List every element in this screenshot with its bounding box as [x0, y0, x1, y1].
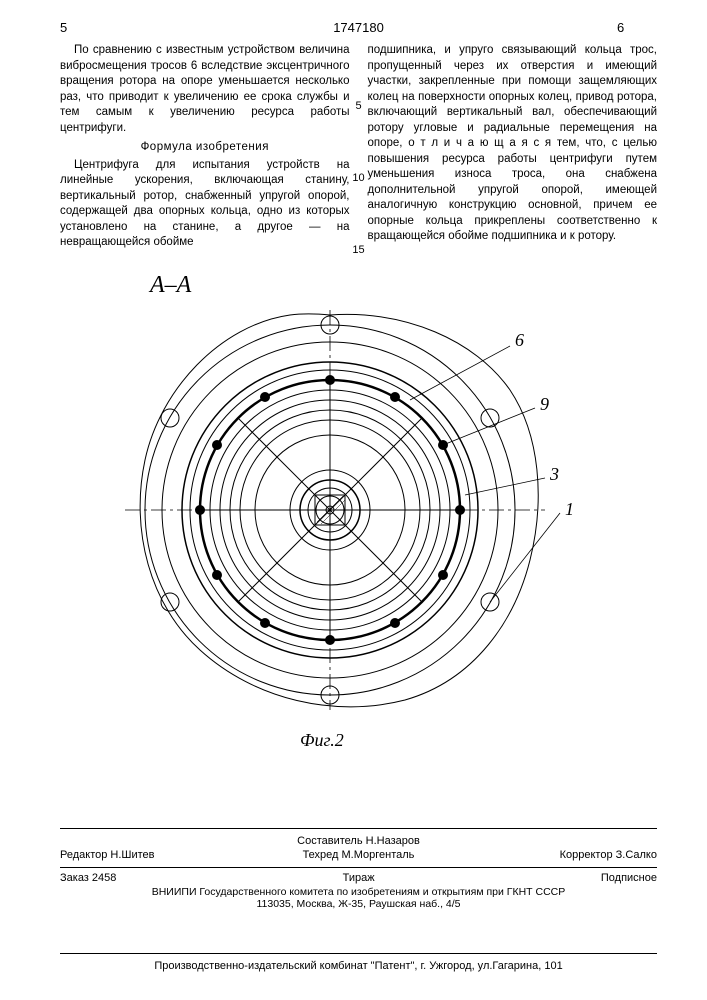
- column-left: По сравнению с известным устройством вел…: [60, 43, 350, 251]
- header: 5 1747180 6: [60, 20, 657, 35]
- column-right: подшипника, и упруго связывающий кольца …: [368, 43, 658, 251]
- org-line-2: 113035, Москва, Ж-35, Раушская наб., 4/5: [60, 898, 657, 910]
- org-line-1: ВНИИПИ Государственного комитета по изоб…: [60, 886, 657, 898]
- diagram: 6 9 3 1: [125, 300, 585, 740]
- page-num-left: 5: [60, 20, 100, 35]
- formula-heading: Формула изобретения: [60, 140, 350, 156]
- figure-label: Фиг.2: [300, 730, 344, 751]
- line-number: 15: [349, 243, 369, 258]
- line-number: 10: [349, 171, 369, 186]
- callout-numbers: 6 9 3 1: [515, 330, 574, 519]
- callout-9: 9: [540, 394, 549, 414]
- text-columns: По сравнению с известным устройством вел…: [60, 43, 657, 251]
- page-num-right: 6: [617, 20, 657, 35]
- printer-line: Производственно-издательский комбинат "П…: [60, 953, 657, 972]
- col2-para1: подшипника, и упруго связывающий кольца …: [368, 43, 658, 245]
- order-number: Заказ 2458: [60, 872, 116, 884]
- section-label: А–А: [150, 272, 191, 299]
- corrector: Корректор З.Салко: [497, 849, 657, 861]
- callout-6: 6: [515, 330, 524, 350]
- subscription: Подписное: [601, 872, 657, 884]
- editor: Редактор Н.Шитев: [60, 849, 220, 861]
- line-number: 5: [349, 99, 369, 114]
- col1-para2: Центрифуга для испытания устройств на ли…: [60, 158, 350, 251]
- patent-number: 1747180: [100, 20, 617, 35]
- tirage: Тираж: [343, 872, 375, 884]
- col1-para1: По сравнению с известным устройством вел…: [60, 43, 350, 136]
- compiler: Составитель Н.Назаров: [220, 835, 497, 847]
- techred: Техред М.Моргенталь: [220, 849, 497, 861]
- callout-1: 1: [565, 499, 574, 519]
- callout-3: 3: [549, 464, 559, 484]
- radial-cables: [200, 380, 460, 640]
- credits-block: Составитель Н.Назаров Редактор Н.Шитев Т…: [60, 828, 657, 910]
